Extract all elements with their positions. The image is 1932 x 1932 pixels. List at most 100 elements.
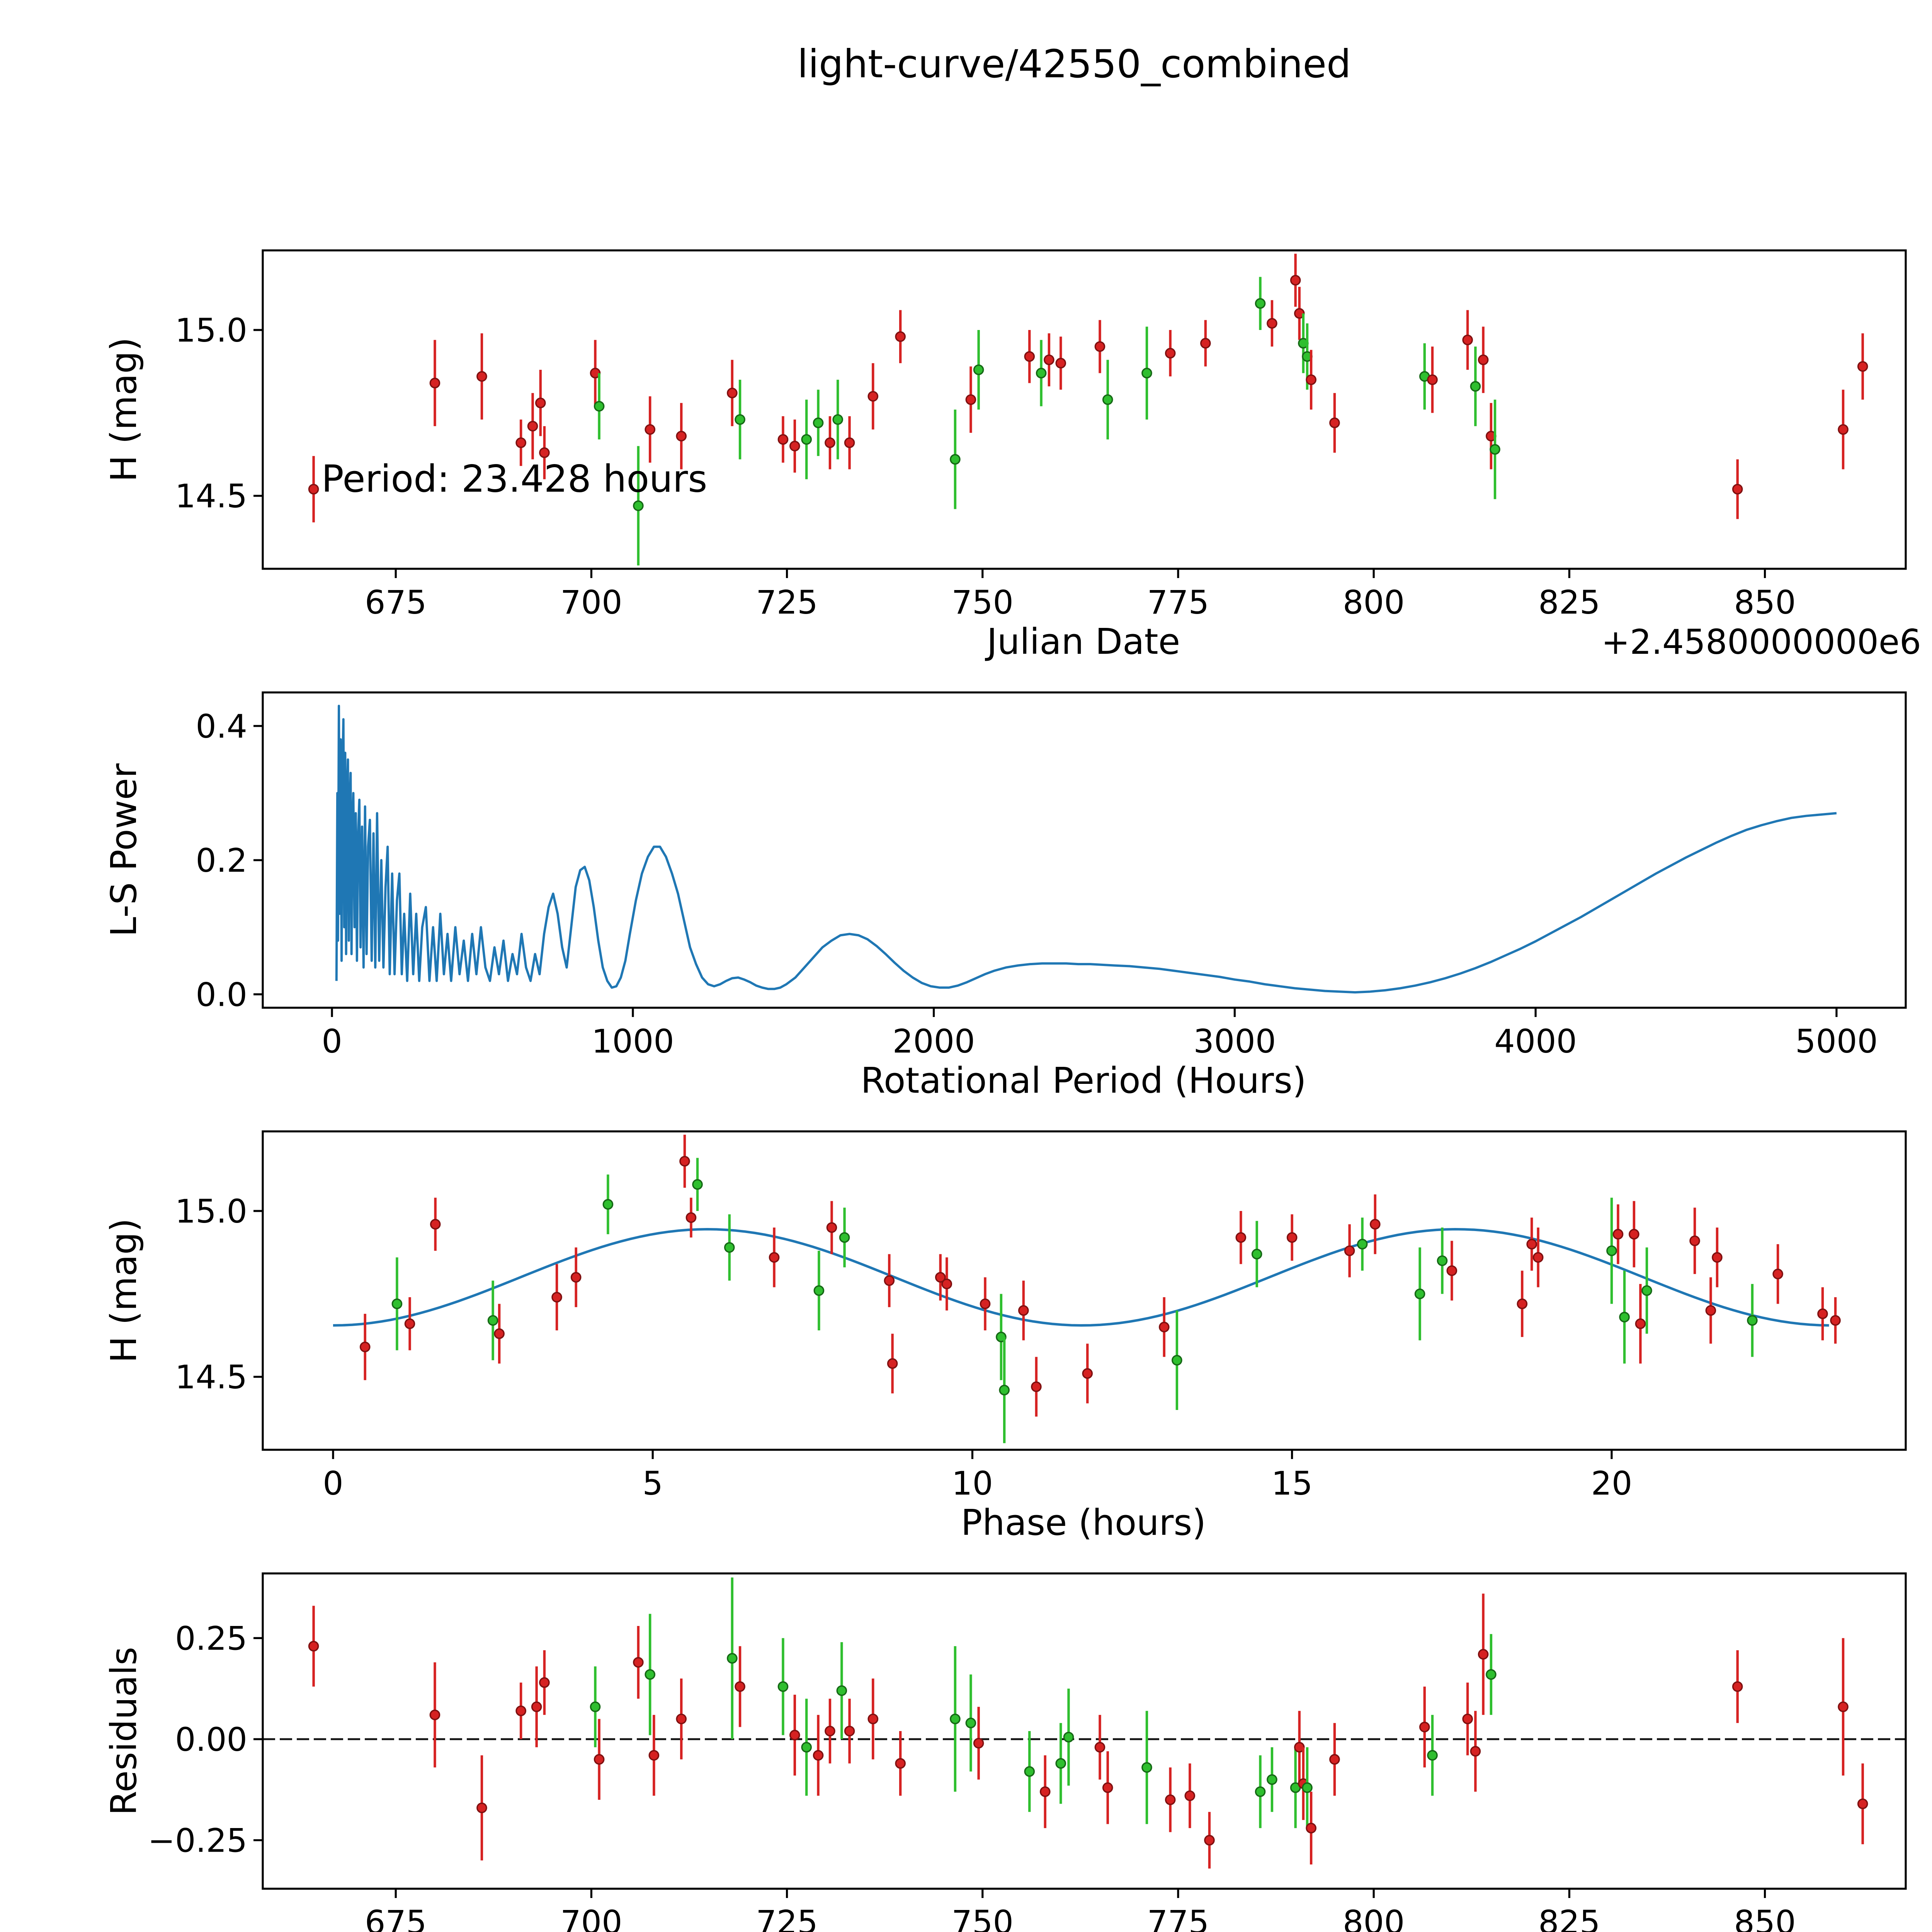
x-tick-label: 725 — [756, 1903, 818, 1932]
p2-plot-area — [335, 704, 1837, 994]
data-point — [1490, 444, 1500, 455]
x-tick-label: 15 — [1271, 1464, 1313, 1502]
y-tick-label: 0.4 — [196, 707, 247, 745]
data-point — [1165, 1794, 1176, 1805]
x-tick-label: 725 — [756, 583, 818, 621]
data-point — [950, 454, 961, 465]
data-point — [1712, 1252, 1723, 1263]
data-point — [887, 1358, 898, 1369]
data-point — [1306, 374, 1316, 385]
p1-x-axis-offset: +2.4580000000e6 — [1601, 622, 1921, 662]
data-point — [1462, 334, 1473, 345]
data-point — [1606, 1245, 1617, 1256]
data-point — [1732, 1681, 1743, 1692]
data-point — [980, 1298, 991, 1310]
data-point — [1286, 1232, 1298, 1243]
x-tick-label: 700 — [560, 583, 622, 621]
panel-periodogram: 0 1000 2000 3000 4000 5000 0.0 0.2 0.4 — [196, 691, 1907, 1060]
data-point — [1414, 1288, 1425, 1299]
x-tick-label: 800 — [1343, 1903, 1405, 1932]
data-point — [1838, 424, 1849, 435]
panel-phase-folded: 0 5 10 15 20 14.5 15.0 — [175, 1130, 1907, 1502]
data-point — [789, 1730, 800, 1741]
y-tick-label: 0.25 — [175, 1619, 247, 1657]
data-point — [476, 371, 487, 382]
data-point — [633, 1657, 644, 1668]
data-point — [1044, 354, 1054, 366]
data-point — [535, 398, 546, 408]
period-annotation: Period: 23.428 hours — [321, 457, 707, 500]
data-point — [950, 1713, 961, 1725]
data-point — [531, 1701, 542, 1713]
x-tick-label: 20 — [1591, 1464, 1632, 1502]
data-point — [1857, 1798, 1868, 1810]
data-point — [539, 447, 550, 458]
panel-residuals: 675 700 725 750 775 800 825 850 −0.25 0.00 0.25 — [148, 1572, 1907, 1932]
data-point — [308, 1641, 319, 1652]
data-point — [1478, 1649, 1489, 1660]
data-point — [727, 1653, 738, 1664]
x-tick-label: 750 — [952, 583, 1014, 621]
data-point — [633, 500, 644, 511]
x-tick-label: 850 — [1734, 583, 1796, 621]
p2-axes-frame — [262, 691, 1907, 1009]
data-point — [769, 1252, 780, 1263]
data-point — [1478, 354, 1489, 366]
data-point — [777, 434, 789, 445]
data-point — [1344, 1245, 1355, 1256]
y-tick-label: 0.00 — [175, 1721, 247, 1759]
data-point — [1532, 1252, 1544, 1263]
panel-lightcurve-jd: 675 700 725 750 775 800 825 850 14.5 15.0 Period: … — [175, 249, 1907, 621]
data-point — [1747, 1315, 1758, 1326]
data-point — [1290, 275, 1301, 286]
data-point — [570, 1272, 582, 1283]
data-point — [1462, 1713, 1473, 1725]
data-point — [1732, 484, 1743, 495]
x-tick-label: 750 — [952, 1903, 1014, 1932]
x-tick-label: 0 — [323, 1464, 343, 1502]
data-point — [359, 1342, 371, 1352]
data-point — [941, 1279, 952, 1289]
data-point — [1024, 351, 1035, 362]
data-point — [515, 1705, 526, 1716]
p3-plot-area — [333, 1134, 1841, 1443]
data-point — [895, 1758, 906, 1769]
y-tick-label: 0.0 — [196, 976, 247, 1014]
data-point — [1517, 1298, 1528, 1310]
data-point — [648, 1750, 660, 1761]
x-tick-label: 2000 — [893, 1022, 975, 1060]
p2-y-axis-label: L-S Power — [103, 764, 145, 937]
data-point — [1031, 1381, 1042, 1392]
y-tick-label: 15.0 — [175, 1192, 247, 1230]
data-point — [1619, 1311, 1630, 1323]
x-tick-label: 800 — [1343, 583, 1405, 621]
data-point — [1102, 1782, 1113, 1793]
data-point — [1055, 1758, 1066, 1769]
data-point — [789, 440, 800, 452]
data-point — [1082, 1368, 1093, 1379]
data-point — [594, 1754, 605, 1765]
data-point — [1251, 1248, 1262, 1260]
y-tick-label: 14.5 — [175, 477, 247, 515]
data-point — [594, 401, 605, 412]
x-tick-label: 10 — [952, 1464, 993, 1502]
p4-axes-frame — [262, 1572, 1907, 1890]
data-point — [1526, 1239, 1537, 1250]
x-tick-label: 5 — [643, 1464, 663, 1502]
data-point — [1817, 1308, 1828, 1319]
data-point — [487, 1315, 498, 1326]
data-point — [727, 388, 738, 398]
data-point — [527, 421, 538, 432]
data-point — [429, 378, 440, 389]
data-point — [813, 1285, 825, 1296]
data-point — [1357, 1239, 1368, 1250]
data-point — [308, 484, 319, 495]
data-point — [965, 394, 976, 405]
data-point — [1689, 1235, 1700, 1247]
data-point — [999, 1384, 1010, 1396]
data-point — [1629, 1229, 1639, 1240]
data-point — [1094, 1742, 1105, 1753]
data-point — [1055, 358, 1066, 369]
data-point — [430, 1219, 441, 1230]
data-point — [1838, 1701, 1849, 1713]
